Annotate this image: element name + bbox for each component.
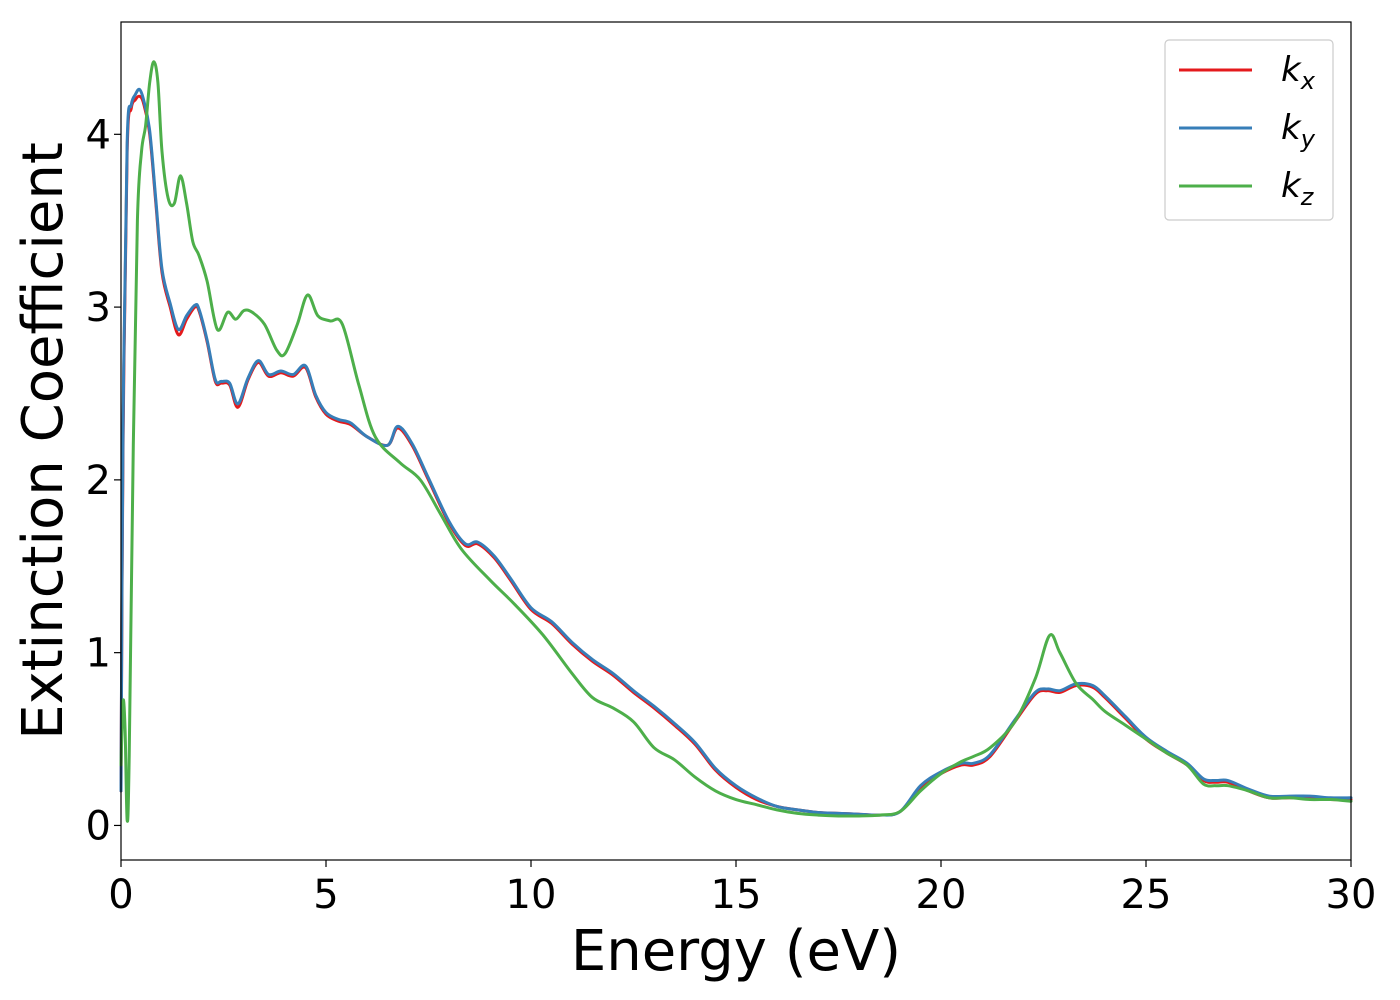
x-axis-label: Energy (eV) [571,919,901,984]
y-tick-label: 1 [86,631,111,677]
y-tick-label: 3 [86,285,111,331]
legend-box [1164,39,1334,221]
x-tick-label: 20 [916,872,967,918]
x-tick-label: 25 [1121,872,1172,918]
series-line-k-y [119,87,1353,817]
x-tick-label: 30 [1326,872,1377,918]
y-axis-label: Extinction Coefficient [11,142,76,740]
legend-label-kx: kx [1281,50,1316,95]
legend: kx ky kz [1164,39,1334,221]
x-tick-label: 15 [711,872,762,918]
x-axis-ticks: 0 5 10 15 20 25 30 [108,860,1376,918]
x-tick-label: 10 [506,872,557,918]
y-axis-ticks: 0 1 2 3 4 [86,112,121,849]
legend-label-kz: kz [1281,166,1315,211]
y-tick-label: 2 [86,458,111,504]
series-layer [119,60,1353,823]
x-tick-label: 5 [313,872,338,918]
y-tick-label: 4 [86,112,111,158]
x-tick-label: 0 [108,872,133,918]
legend-items: kx ky kz [1179,50,1316,211]
legend-label-ky: ky [1281,108,1316,153]
y-tick-label: 0 [86,803,111,849]
series-line-k-z [119,60,1353,823]
